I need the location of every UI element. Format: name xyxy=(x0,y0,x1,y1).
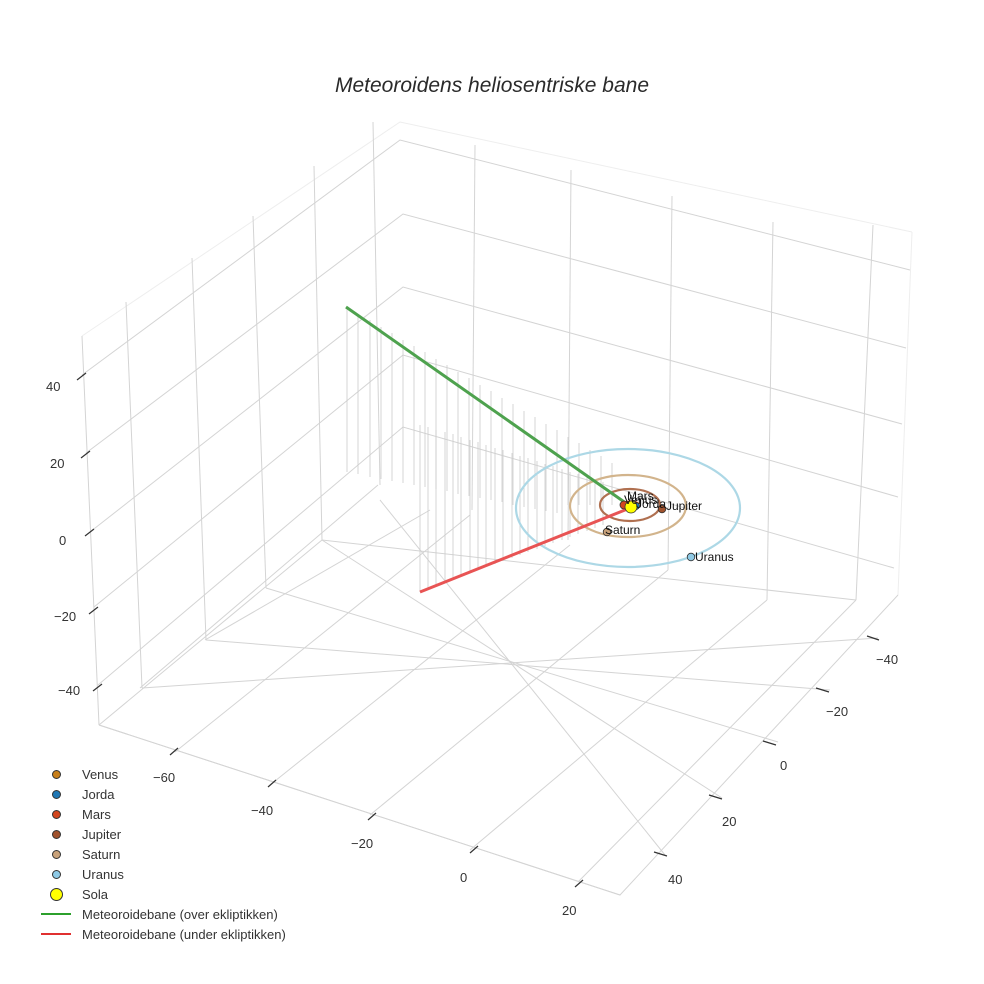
meteoroid-path-above[interactable] xyxy=(345,305,631,508)
green-line-icon xyxy=(41,913,71,915)
svg-text:−20: −20 xyxy=(54,609,76,624)
y-axis-labels: −40 −20 0 20 40 xyxy=(668,652,898,887)
svg-text:−20: −20 xyxy=(826,704,848,719)
label-saturn: Saturn xyxy=(605,523,640,537)
legend-item-meteoroid-above[interactable]: Meteoroidebane (over ekliptikken) xyxy=(36,904,286,924)
svg-text:20: 20 xyxy=(50,456,64,471)
legend-item-meteoroid-below[interactable]: Meteoroidebane (under ekliptikken) xyxy=(36,924,286,944)
svg-text:−40: −40 xyxy=(876,652,898,667)
label-jupiter: Jupiter xyxy=(666,499,702,513)
svg-text:−40: −40 xyxy=(58,683,80,698)
mars-dot-icon xyxy=(51,809,61,819)
svg-text:40: 40 xyxy=(668,872,682,887)
drop-lines xyxy=(346,308,613,592)
legend-item-uranus[interactable]: Uranus xyxy=(36,864,286,884)
svg-text:−20: −20 xyxy=(351,836,373,851)
legend-item-jupiter[interactable]: Jupiter xyxy=(36,824,286,844)
planet-markers[interactable] xyxy=(602,500,696,562)
venus-dot-icon xyxy=(51,769,61,779)
svg-text:0: 0 xyxy=(460,870,467,885)
svg-text:0: 0 xyxy=(59,533,66,548)
meteoroid-path-below[interactable] xyxy=(419,506,631,594)
legend-item-mars[interactable]: Mars xyxy=(36,804,286,824)
label-jorda: Jorda xyxy=(636,497,666,511)
svg-text:20: 20 xyxy=(562,903,576,918)
jorda-dot-icon xyxy=(51,789,61,799)
label-venus: Venus xyxy=(624,493,657,507)
svg-text:−40: −40 xyxy=(251,803,273,818)
legend-item-venus[interactable]: Venus xyxy=(36,764,286,784)
saturn-orbit xyxy=(568,473,688,539)
jupiter-marker xyxy=(657,504,667,514)
red-line-icon xyxy=(41,933,71,935)
saturn-marker xyxy=(602,527,612,537)
sola-dot-icon xyxy=(49,887,63,901)
chart-title: Meteoroidens heliosentriske bane xyxy=(334,74,650,97)
svg-text:0: 0 xyxy=(780,758,787,773)
z-axis-labels: 40 20 0 −20 −40 xyxy=(46,379,80,698)
uranus-dot-icon xyxy=(51,869,61,879)
x-axis-labels: −60 −40 −20 0 20 xyxy=(153,770,576,918)
svg-text:−60: −60 xyxy=(153,770,175,785)
y-axis-ticks xyxy=(653,635,880,857)
z-axis-ticks xyxy=(76,372,103,692)
legend-item-saturn[interactable]: Saturn xyxy=(36,844,286,864)
legend: Venus Jorda Mars Jupiter Saturn Uranus S… xyxy=(36,764,286,944)
svg-text:20: 20 xyxy=(722,814,736,829)
gridlines xyxy=(81,121,913,896)
uranus-orbit xyxy=(514,447,742,569)
label-uranus: Uranus xyxy=(695,550,734,564)
svg-text:40: 40 xyxy=(46,379,60,394)
uranus-marker xyxy=(686,552,696,562)
jupiter-dot-icon xyxy=(51,829,61,839)
jupiter-orbit xyxy=(598,487,662,523)
saturn-dot-icon xyxy=(51,849,61,859)
sola-marker xyxy=(624,500,638,514)
legend-item-sola[interactable]: Sola xyxy=(36,884,286,904)
label-mars: Mars xyxy=(627,489,654,503)
x-axis-ticks xyxy=(169,747,584,888)
legend-item-jorda[interactable]: Jorda xyxy=(36,784,286,804)
planet-labels: Venus Mars Jorda Jupiter Saturn Uranus xyxy=(605,489,734,564)
